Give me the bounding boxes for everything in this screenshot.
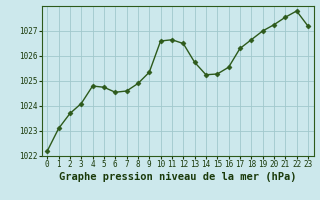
X-axis label: Graphe pression niveau de la mer (hPa): Graphe pression niveau de la mer (hPa) [59, 172, 296, 182]
